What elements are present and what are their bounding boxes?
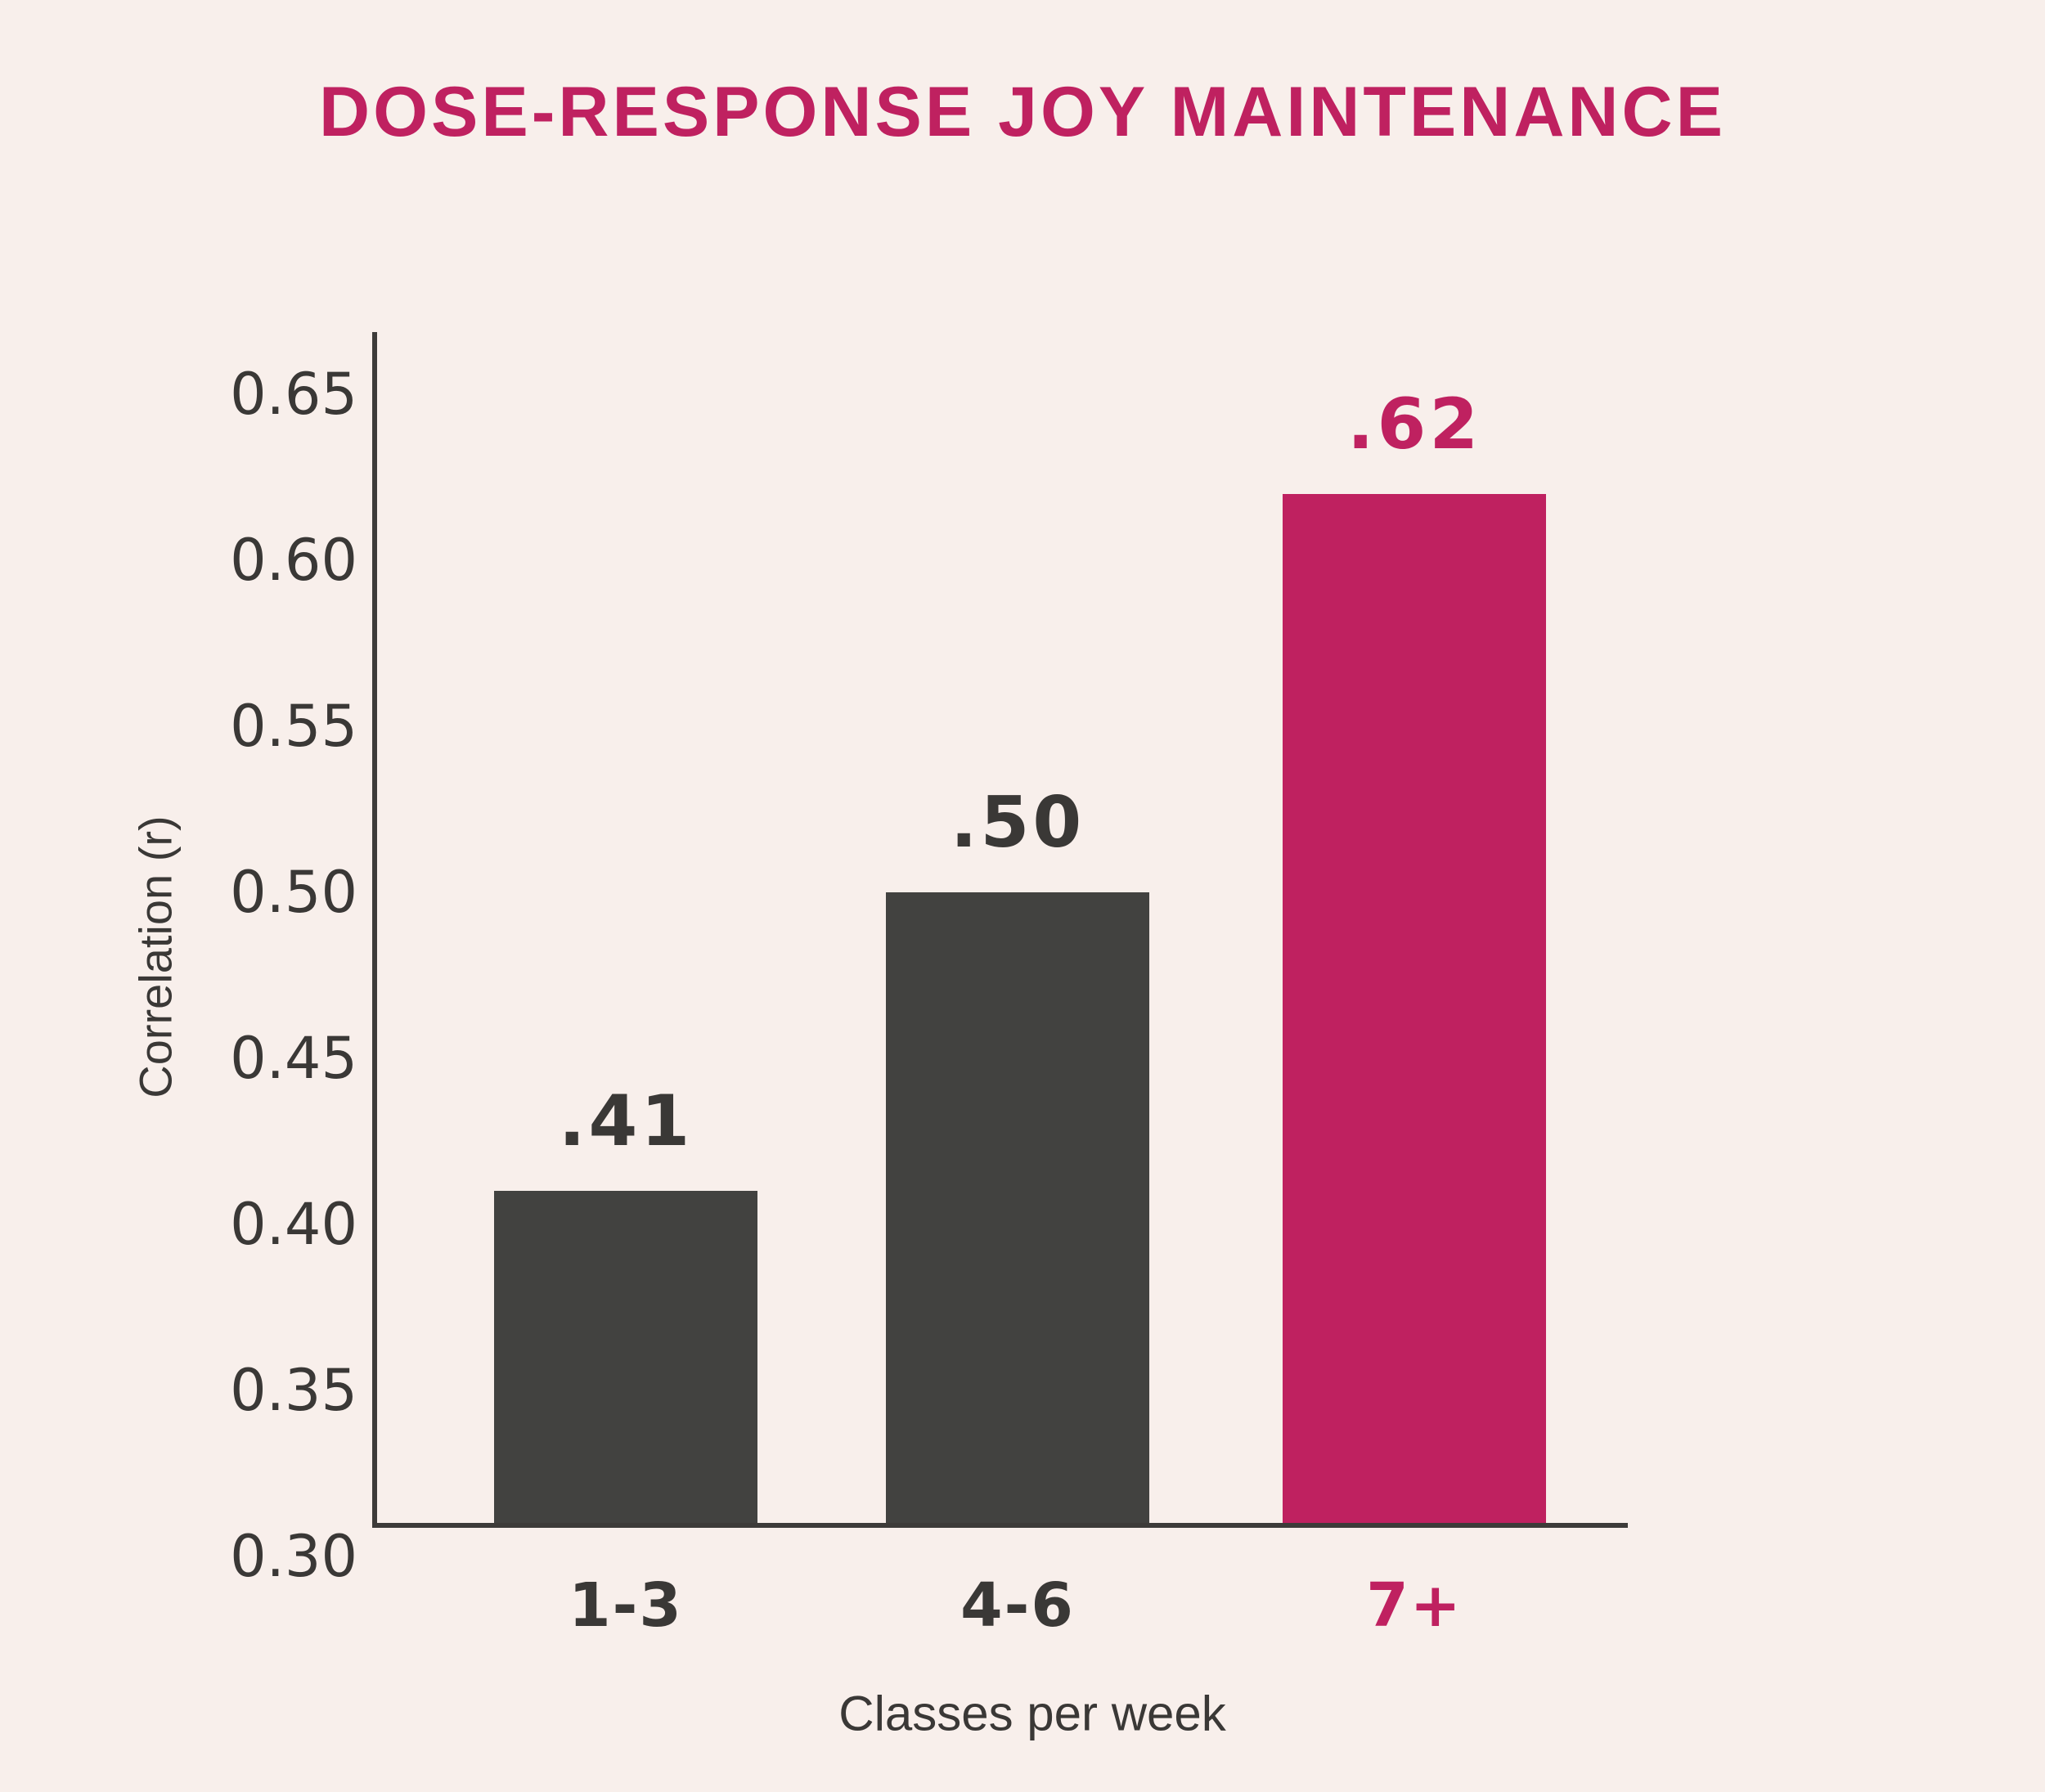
x-axis-line [372, 1523, 1628, 1528]
bar-value-label-4-6: .50 [950, 782, 1085, 864]
bar-7+ [1283, 493, 1546, 1525]
y-axis-line [372, 332, 377, 1528]
y-tick-label-0.55: 0.55 [230, 693, 357, 760]
y-tick-label-0.40: 0.40 [230, 1191, 357, 1258]
x-tick-label-4-6: 4-6 [960, 1570, 1075, 1641]
bar-1-3 [494, 1191, 757, 1525]
y-tick-label-0.60: 0.60 [230, 527, 357, 594]
x-tick-label-7+: 7+ [1366, 1570, 1463, 1641]
bar-value-label-1-3: .41 [558, 1080, 694, 1163]
x-tick-label-1-3: 1-3 [569, 1570, 683, 1641]
y-tick-label-0.45: 0.45 [230, 1025, 357, 1092]
y-tick-label-0.35: 0.35 [230, 1357, 357, 1424]
x-axis-title: Classes per week [838, 1686, 1226, 1741]
bar-value-label-7+: .62 [1346, 383, 1482, 465]
y-tick-label-0.30: 0.30 [230, 1523, 357, 1590]
y-tick-label-0.50: 0.50 [230, 859, 357, 926]
chart-title: DOSE-RESPONSE JOY MAINTENANCE [318, 73, 1727, 151]
bar-4-6 [886, 892, 1149, 1525]
y-tick-label-0.65: 0.65 [230, 361, 357, 428]
